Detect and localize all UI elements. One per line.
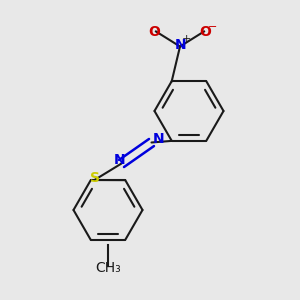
Text: N: N	[175, 38, 187, 52]
Text: O: O	[148, 25, 160, 38]
Text: +: +	[182, 34, 191, 44]
Text: S: S	[90, 172, 100, 185]
Text: −: −	[208, 22, 218, 32]
Text: N: N	[114, 153, 126, 167]
Text: O: O	[200, 25, 211, 38]
Text: CH₃: CH₃	[95, 262, 121, 275]
Text: N: N	[153, 132, 165, 146]
